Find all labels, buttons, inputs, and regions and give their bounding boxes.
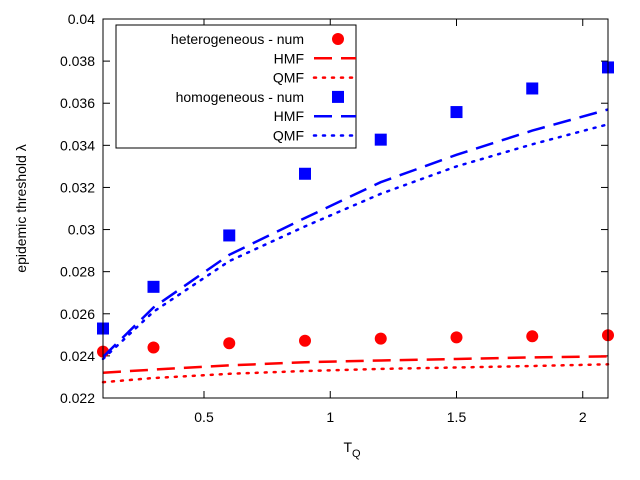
- x-tick-label: 1: [326, 409, 334, 425]
- y-tick-label: 0.034: [60, 137, 95, 153]
- series-0: [97, 329, 614, 358]
- data-point: [223, 229, 236, 242]
- y-tick-label: 0.038: [60, 53, 95, 69]
- series-5: [101, 123, 610, 361]
- legend: heterogeneous - num HMF QMF homogeneous - n…: [115, 24, 358, 149]
- y-axis-label: epidemic threshold λ: [13, 144, 29, 272]
- data-point: [147, 280, 160, 293]
- data-point: [526, 330, 539, 343]
- legend-label: QMF: [273, 70, 304, 86]
- x-tick-label: 1.5: [447, 409, 467, 425]
- y-tick-label: 0.03: [68, 222, 95, 238]
- legend-label: HMF: [274, 50, 304, 66]
- series-3: [97, 61, 614, 335]
- data-point: [450, 106, 463, 119]
- legend-label: HMF: [274, 108, 304, 124]
- legend-box: [115, 24, 357, 149]
- y-tick-label: 0.036: [60, 95, 95, 111]
- x-tick-label: 0.5: [194, 409, 214, 425]
- data-point: [526, 82, 539, 95]
- series-4: [102, 108, 609, 358]
- data-point: [450, 331, 463, 344]
- y-tick-label: 0.022: [60, 390, 95, 406]
- series-2: [101, 363, 610, 384]
- x-tick-label: 2: [579, 409, 587, 425]
- data-point: [223, 337, 236, 350]
- legend-label: QMF: [273, 128, 304, 144]
- legend-label: homogeneous - num: [176, 89, 304, 105]
- legend-marker: [332, 90, 344, 103]
- y-tick-label: 0.026: [60, 306, 95, 322]
- data-point: [299, 167, 311, 180]
- series-group: [97, 61, 614, 384]
- series-line: [102, 355, 609, 374]
- data-point: [299, 334, 311, 347]
- y-tick-label: 0.032: [60, 179, 95, 195]
- series-line: [102, 108, 609, 358]
- data-point: [374, 332, 387, 345]
- x-axis-label-main: T: [343, 439, 352, 455]
- y-tick-label: 0.024: [60, 348, 95, 364]
- data-point: [147, 341, 160, 354]
- legend-marker: [332, 33, 344, 45]
- y-tick-label: 0.04: [68, 11, 95, 27]
- y-tick-label: 0.028: [60, 264, 95, 280]
- series-1: [102, 355, 609, 374]
- axis-ticks: 0.022 0.024 0.026 0.028 0.03 0.032 0.034 0.036 0…: [60, 11, 608, 425]
- series-line: [101, 123, 610, 361]
- x-axis-label: TQ: [343, 439, 361, 460]
- x-axis-label-subscript: Q: [352, 448, 361, 460]
- series-line: [101, 363, 610, 384]
- plot-frame: [102, 18, 609, 399]
- data-point: [374, 133, 387, 146]
- legend-label: heterogeneous - num: [171, 31, 304, 47]
